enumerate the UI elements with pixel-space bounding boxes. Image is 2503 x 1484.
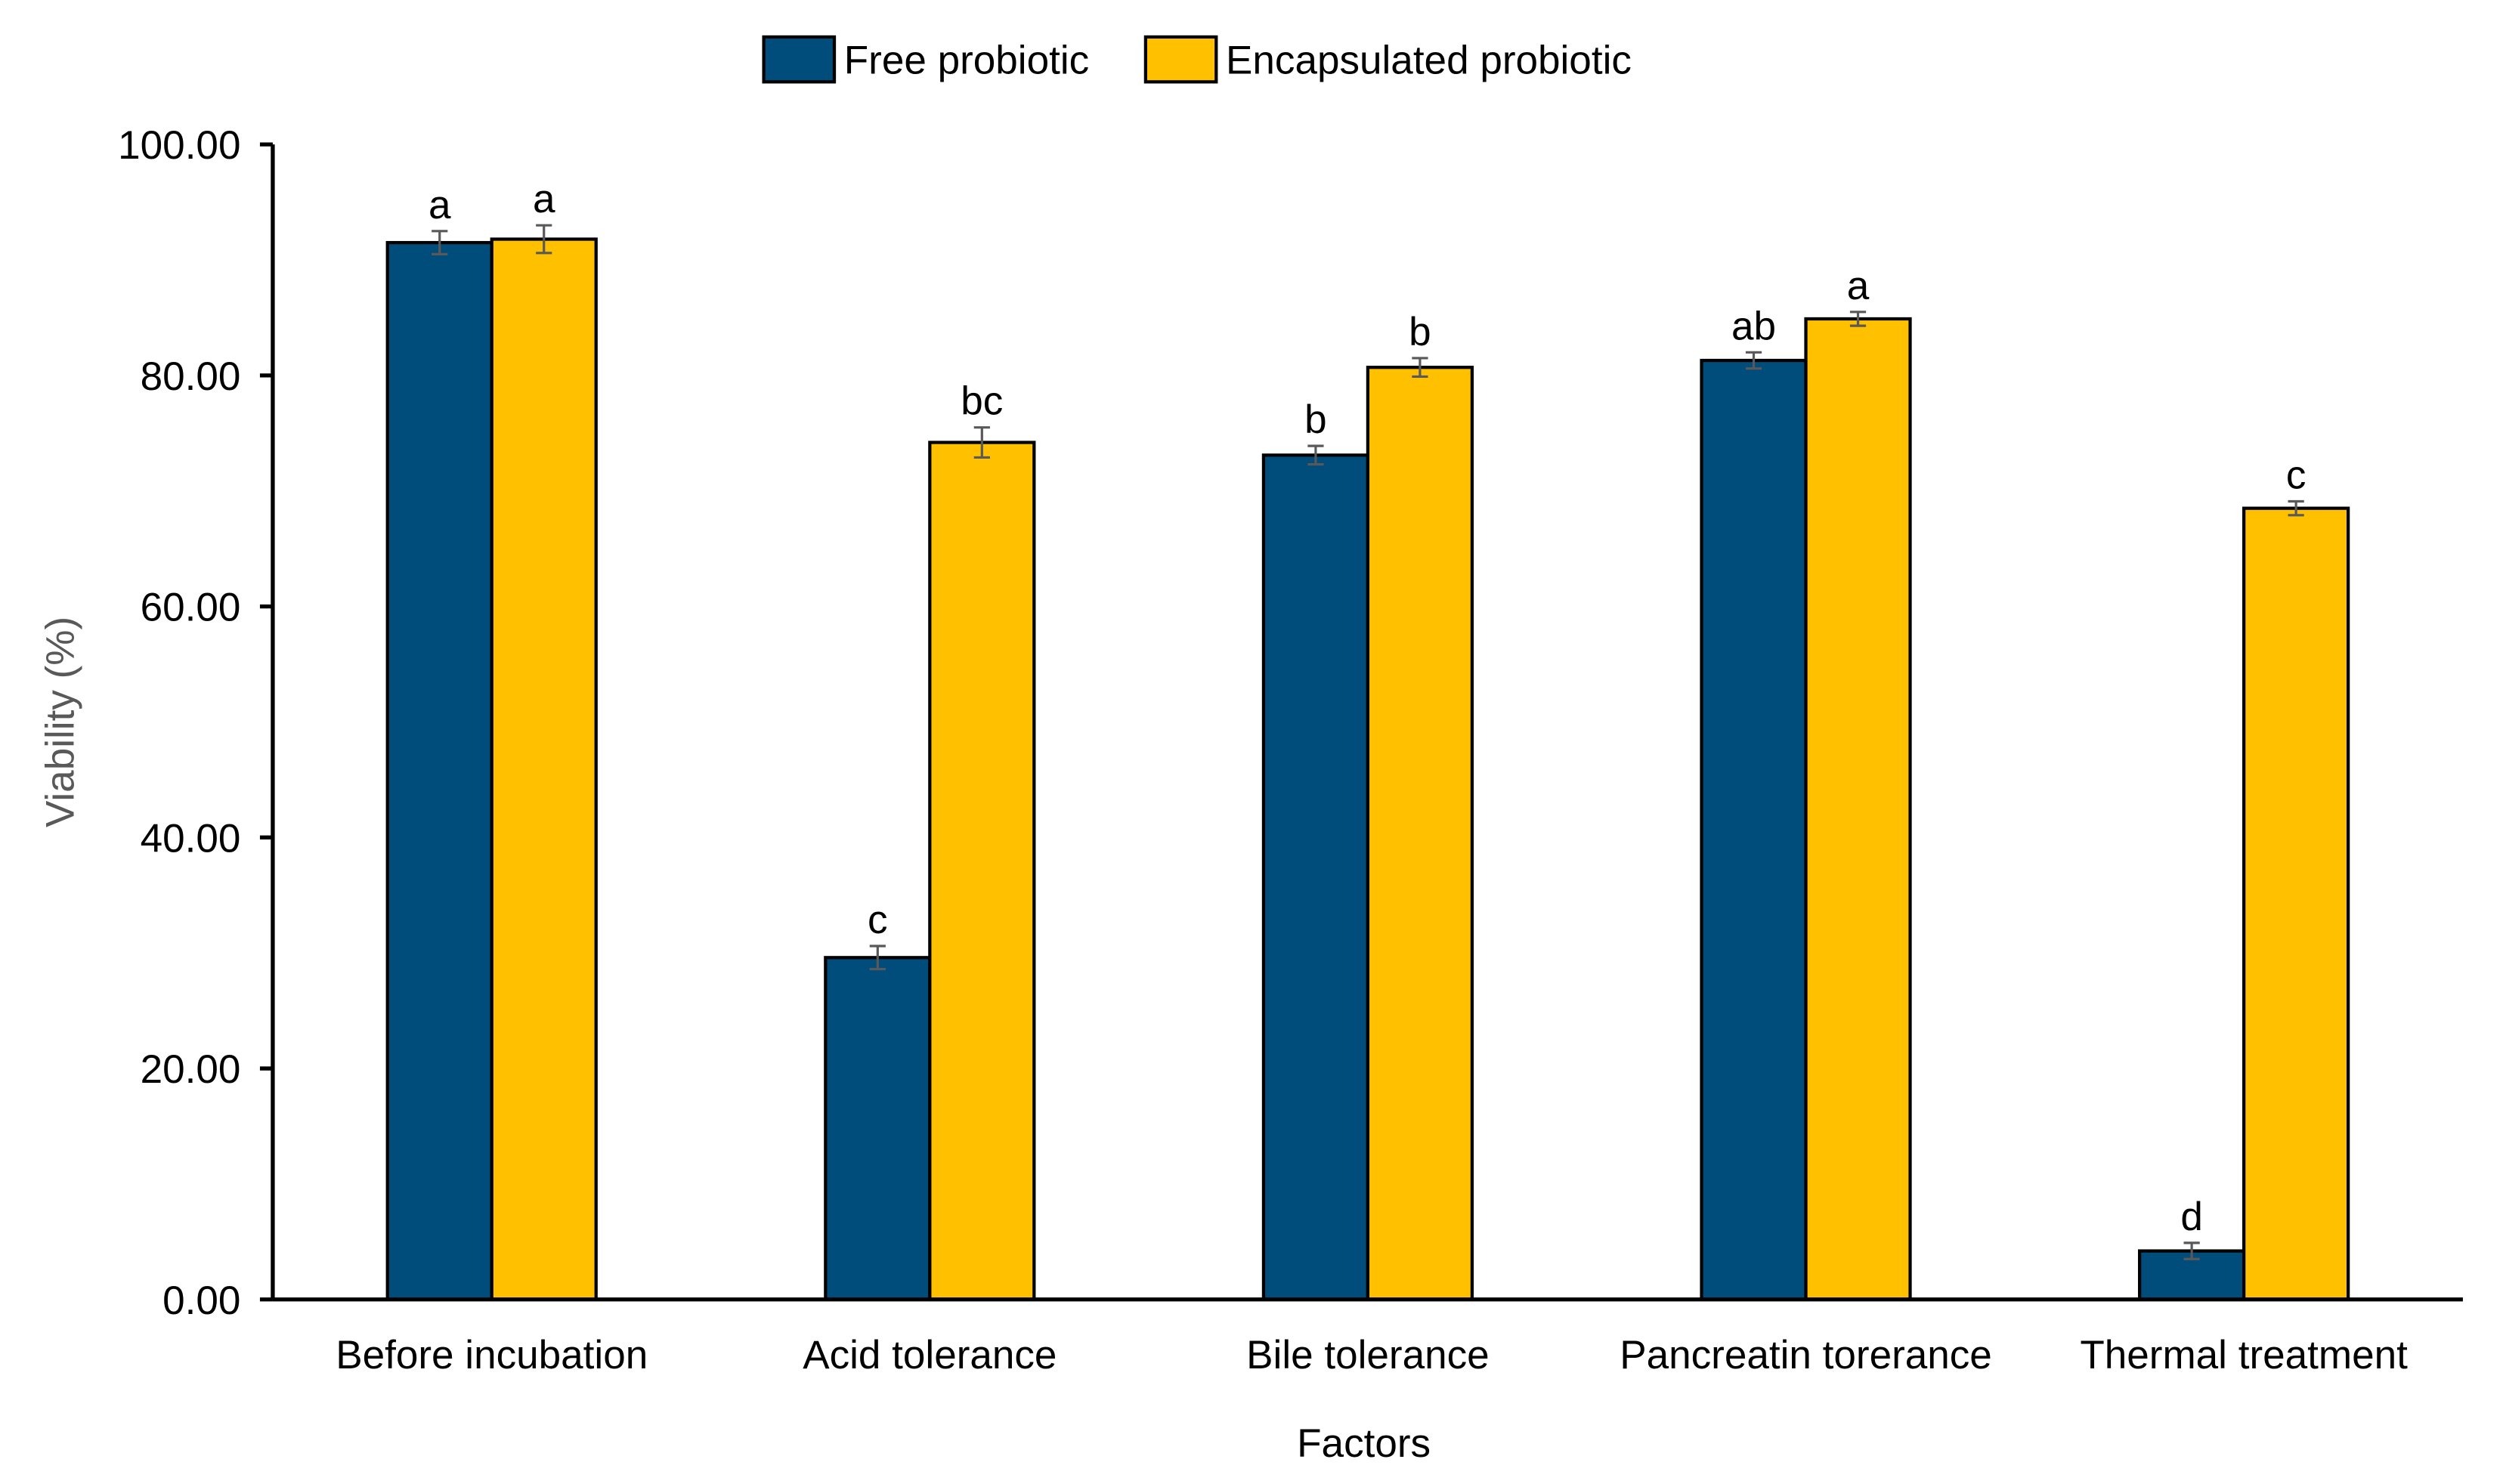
significance-label: ab: [1731, 304, 1776, 348]
x-tick-label: Acid tolerance: [803, 1333, 1057, 1377]
y-tick-label: 20.00: [141, 1047, 241, 1092]
x-tick-label: Thermal treatment: [2080, 1333, 2408, 1377]
error-bar: [536, 224, 552, 255]
error-bar: [1307, 444, 1324, 466]
legend: Free probiotic Encapsulated probiotic: [762, 35, 1632, 84]
bar-free: [1700, 358, 1808, 1301]
significance-label: d: [2180, 1195, 2203, 1239]
x-tick-label: Pancreatin torerance: [1620, 1333, 1992, 1377]
bar-encapsulated: [1804, 317, 1912, 1301]
error-bar: [2183, 1241, 2200, 1260]
error-bar: [1745, 351, 1762, 370]
significance-label: a: [533, 177, 555, 221]
legend-label-free: Free probiotic: [844, 39, 1089, 83]
y-tick-label: 100.00: [118, 123, 240, 168]
bar-encapsulated: [1366, 366, 1474, 1301]
bar-encapsulated: [928, 441, 1036, 1301]
y-tick-label: 60.00: [141, 586, 241, 630]
y-tick-label: 80.00: [141, 354, 241, 399]
legend-swatch-encapsulated: [1143, 35, 1218, 84]
bar-free: [824, 956, 932, 1301]
legend-label-encapsulated: Encapsulated probiotic: [1226, 39, 1632, 83]
significance-label: c: [868, 898, 888, 942]
error-bar: [869, 945, 886, 971]
significance-label: b: [1304, 397, 1327, 442]
significance-label: b: [1409, 310, 1431, 354]
significance-label: c: [2286, 453, 2307, 498]
x-axis-label: Factors: [1297, 1421, 1431, 1466]
error-bar: [2288, 499, 2304, 517]
error-bar: [973, 426, 990, 459]
bar-free: [1261, 453, 1370, 1301]
bar-free: [385, 240, 493, 1301]
bar-encapsulated: [2242, 506, 2350, 1301]
error-bar: [1412, 357, 1428, 378]
legend-swatch-free: [762, 35, 837, 84]
bar-encapsulated: [490, 237, 598, 1301]
y-tick-label: 40.00: [141, 816, 241, 861]
significance-label: a: [429, 183, 451, 227]
y-axis-label: Viability (%): [39, 617, 83, 827]
error-bar: [432, 230, 448, 255]
x-tick-label: Bile tolerance: [1246, 1333, 1490, 1377]
significance-label: a: [1847, 264, 1870, 308]
significance-label: bc: [961, 379, 1003, 424]
error-bar: [1849, 311, 1867, 327]
x-tick-label: Before incubation: [336, 1333, 648, 1377]
y-tick-label: 0.00: [162, 1278, 240, 1323]
